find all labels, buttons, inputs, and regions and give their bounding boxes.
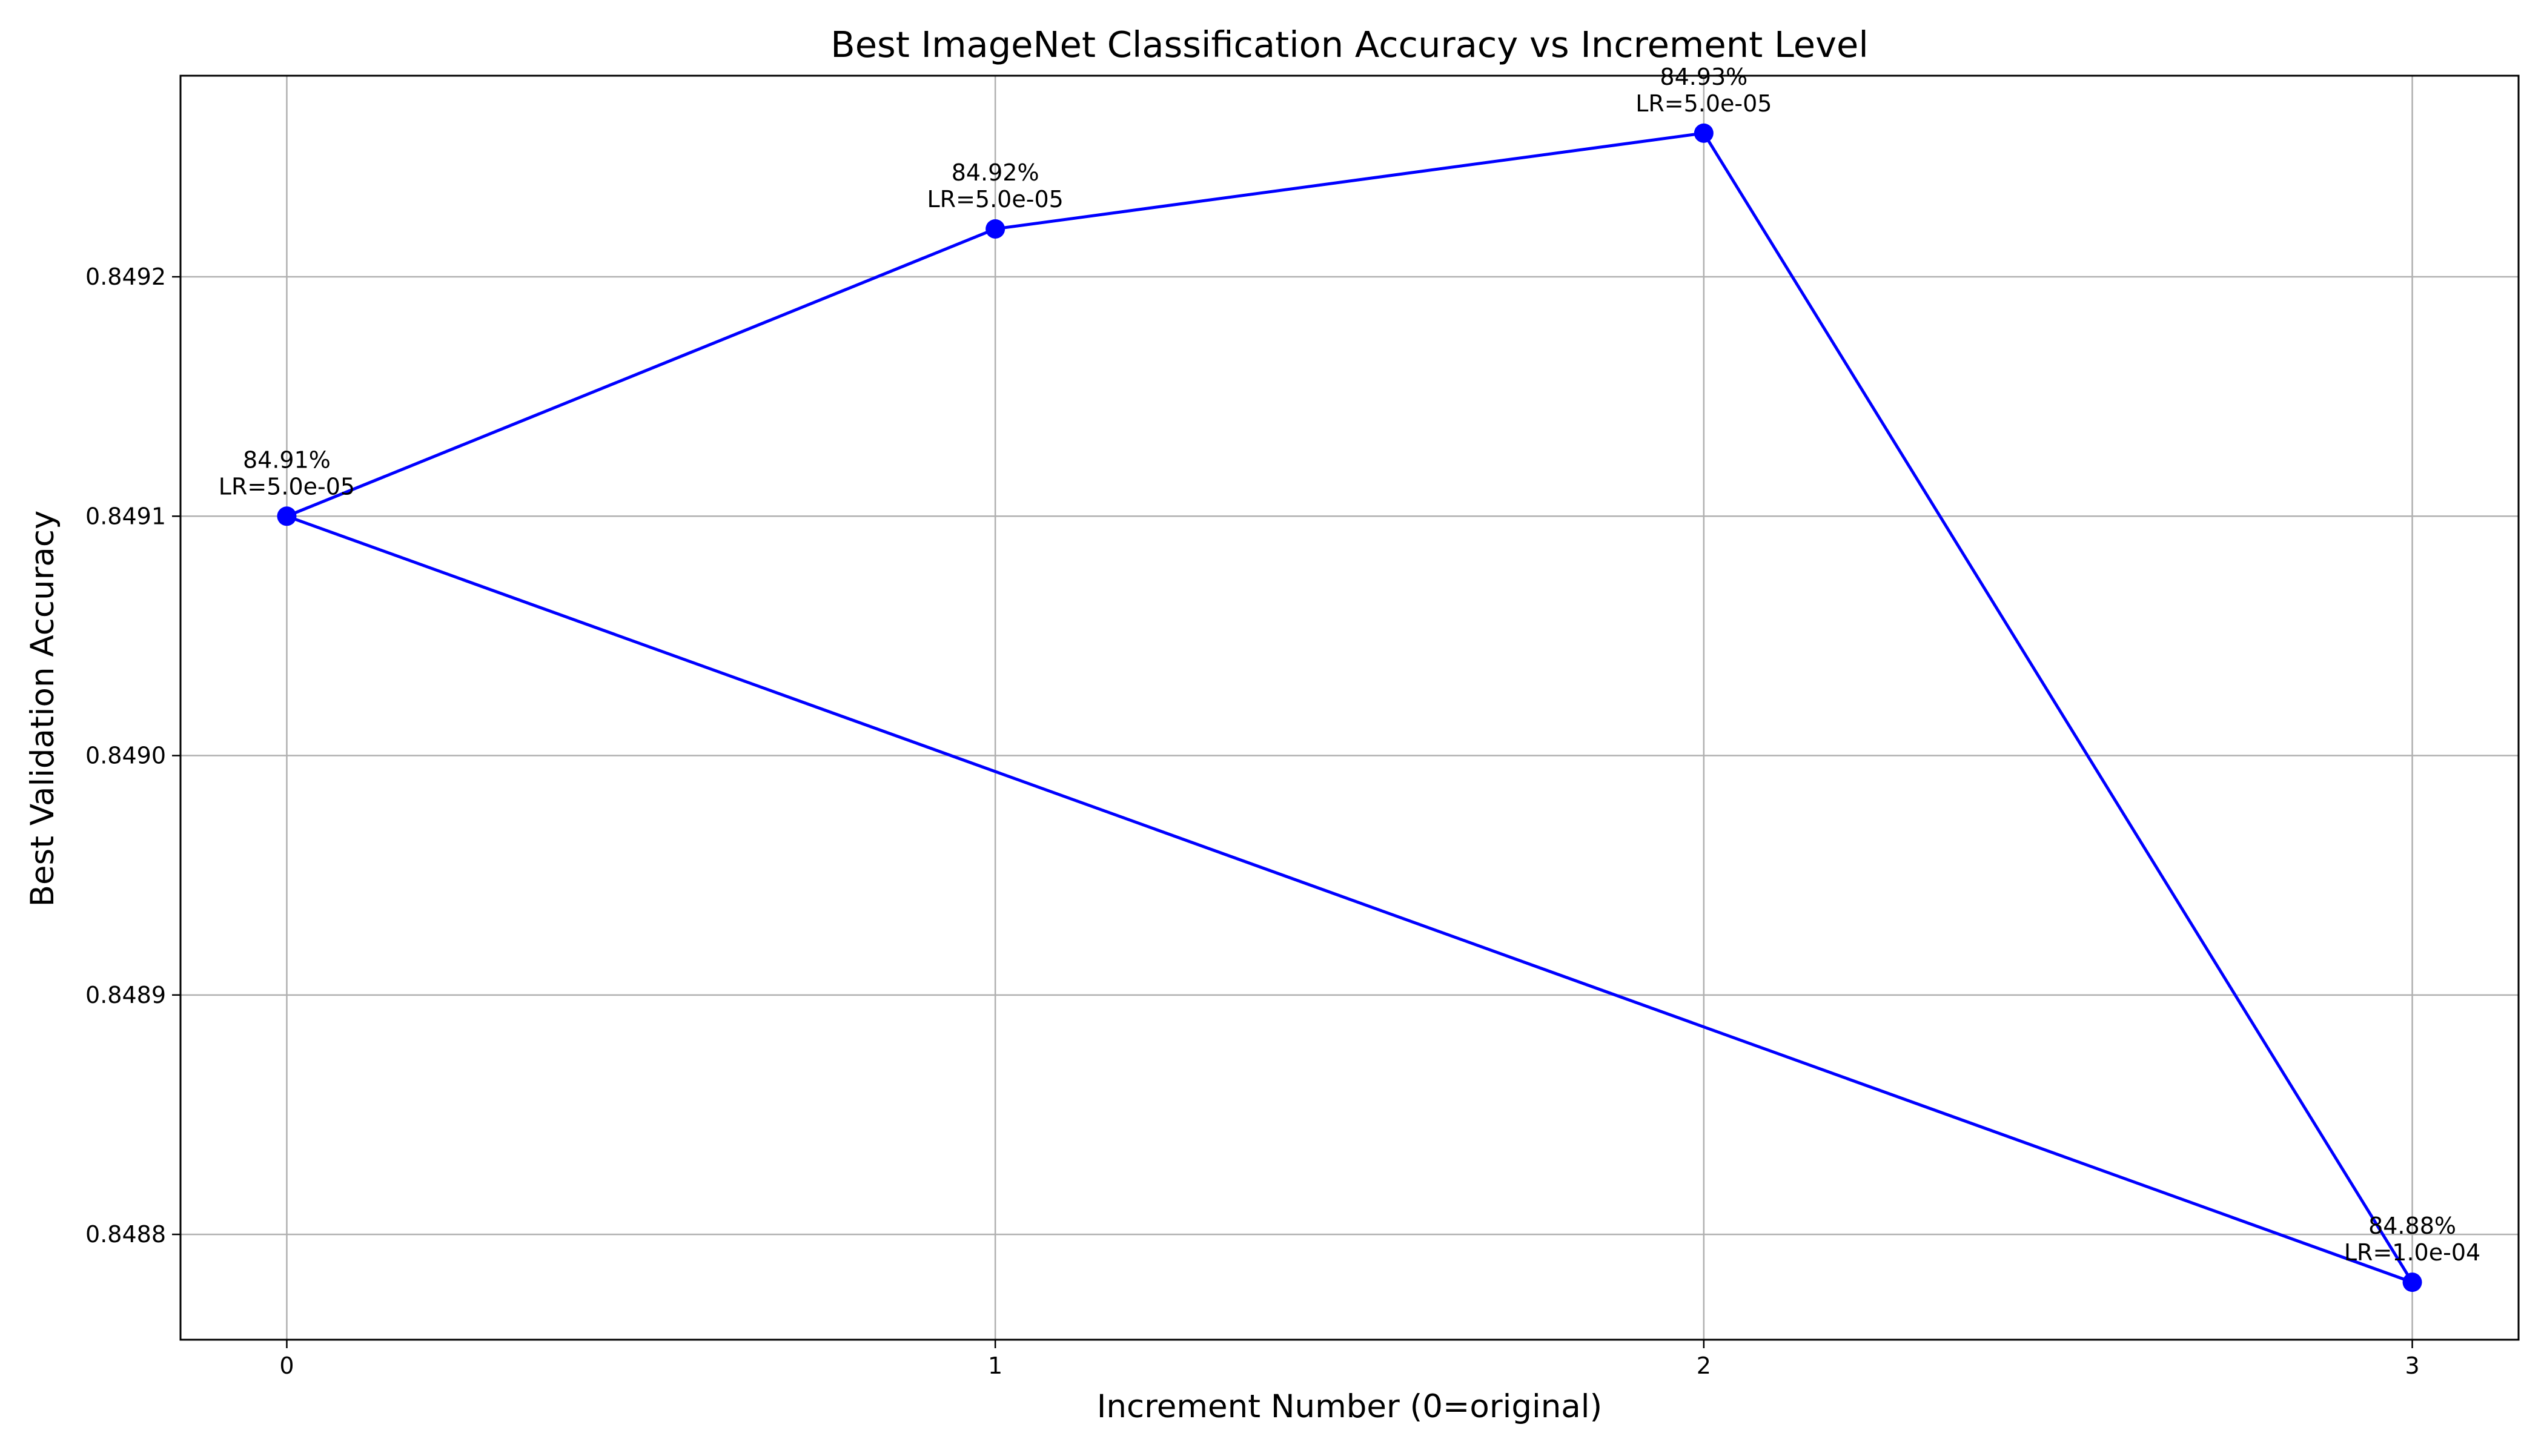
- x-tick-label: 1: [988, 1352, 1002, 1379]
- data-label-lr: LR=5.0e-05: [927, 186, 1064, 213]
- data-label-accuracy: 84.93%: [1660, 64, 1747, 90]
- data-point-marker: [985, 219, 1005, 239]
- data-point-marker: [277, 506, 297, 526]
- data-label-accuracy: 84.88%: [2368, 1213, 2456, 1239]
- y-tick-label: 0.8489: [85, 982, 166, 1008]
- y-axis-label: Best Validation Accuracy: [24, 511, 61, 907]
- data-point-marker: [1694, 123, 1714, 143]
- data-label-lr: LR=1.0e-04: [2344, 1239, 2480, 1266]
- grid: [181, 76, 2519, 1340]
- data-label-lr: LR=5.0e-05: [219, 473, 355, 500]
- y-tick-label: 0.8491: [85, 503, 166, 529]
- axis-ticks: 0 1 2 3 0.8488 0.8489 0.8490 0.8491 0.8492: [85, 263, 2420, 1379]
- x-tick-label: 0: [279, 1352, 294, 1379]
- data-label-lr: LR=5.0e-05: [1635, 90, 1772, 117]
- data-label-accuracy: 84.91%: [243, 446, 331, 473]
- x-tick-label: 3: [2405, 1352, 2419, 1379]
- y-tick-label: 0.8492: [85, 263, 166, 290]
- x-tick-label: 2: [1697, 1352, 1711, 1379]
- chart-title: Best ImageNet Classification Accuracy vs…: [830, 24, 1868, 65]
- y-tick-label: 0.8488: [85, 1221, 166, 1248]
- data-labels: 84.91%LR=5.0e-0584.92%LR=5.0e-0584.93%LR…: [219, 64, 2480, 1266]
- plot-frame: [179, 74, 2520, 1341]
- data-series: [277, 123, 2422, 1292]
- y-tick-label: 0.8490: [85, 743, 166, 769]
- data-label-accuracy: 84.92%: [952, 159, 1039, 186]
- data-point-marker: [2402, 1272, 2422, 1292]
- x-axis-label: Increment Number (0=original): [1097, 1388, 1602, 1425]
